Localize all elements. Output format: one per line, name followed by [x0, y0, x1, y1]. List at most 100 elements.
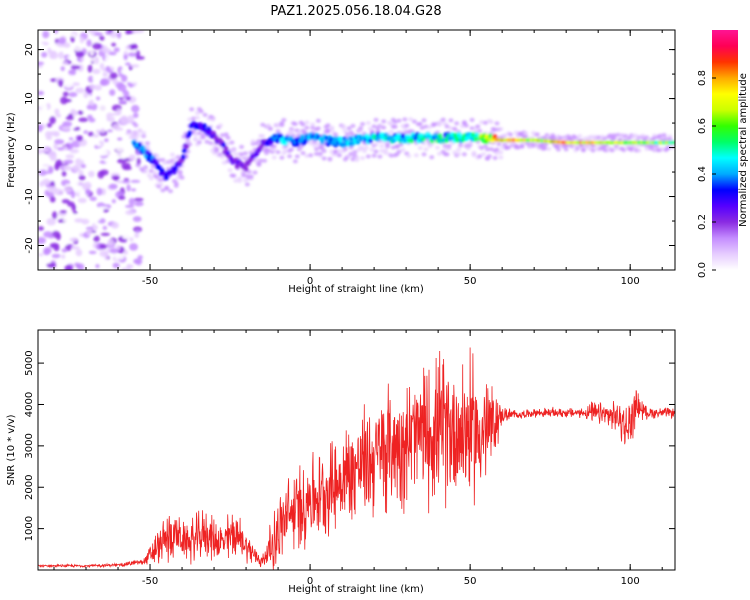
spectrogram-cell — [373, 149, 379, 154]
spectrogram-cell — [492, 127, 498, 132]
spectrogram-cell — [256, 161, 262, 166]
spectrogram-cell — [134, 232, 140, 238]
spectrogram-cell — [242, 151, 248, 156]
spectrogram-cell — [49, 242, 60, 249]
spectrogram-cell — [294, 154, 300, 159]
spectrogram-cell — [62, 218, 69, 222]
spectrogram-ridge-cell — [184, 143, 190, 150]
spectrogram-cell — [239, 144, 245, 149]
spectrogram-cell — [118, 227, 127, 231]
spectrogram-cell — [79, 153, 88, 161]
spectrogram-cell — [87, 75, 94, 83]
spectrogram-cell — [70, 246, 80, 250]
spectrogram-cell — [496, 142, 502, 147]
spectrogram-cell — [125, 46, 132, 50]
spectrogram-cell — [444, 124, 450, 129]
spectrogram-cell — [308, 141, 314, 146]
spectrogram-ridge-cell — [368, 138, 373, 144]
spectrogram-cell — [256, 139, 262, 144]
spectrogram-cell — [577, 134, 583, 139]
spectrogram-cell — [75, 87, 85, 94]
spectrogram-cell — [363, 145, 369, 150]
spectrogram-cell — [296, 130, 302, 135]
spectrogram-cell — [379, 144, 385, 149]
spectrogram-cell — [494, 147, 500, 152]
spectrogram-cell — [219, 133, 225, 138]
spectrogram-cell — [144, 141, 150, 146]
spectrogram-cell — [46, 122, 53, 128]
spectrogram-cell — [95, 129, 101, 134]
spectrogram-cell — [132, 216, 142, 222]
spectrogram-cell — [38, 169, 47, 176]
spectrogram-cell — [271, 144, 277, 149]
spectrogram-cell — [84, 56, 94, 63]
spectrogram-xtick-label: 0 — [307, 276, 313, 287]
spectrogram-cell — [69, 148, 80, 154]
spectrogram-cell — [392, 124, 398, 129]
spectrogram-cell — [325, 123, 331, 128]
spectrogram-cell — [632, 133, 638, 138]
spectrogram-cell — [42, 30, 50, 39]
spectrogram-cell — [546, 146, 552, 151]
spectrogram-cell — [39, 211, 49, 217]
spectrogram-cell — [502, 133, 508, 138]
spectrogram-ridge-cell — [275, 138, 280, 144]
spectrogram-cell — [45, 260, 52, 264]
spectrogram-cell — [61, 61, 69, 65]
spectrogram-cell — [71, 75, 80, 80]
spectrogram-cell — [640, 133, 646, 138]
spectrogram-cell — [117, 73, 125, 77]
spectrogram-cell — [63, 42, 71, 48]
spectrogram-cell — [164, 185, 170, 190]
snr-xtick-label: 0 — [307, 576, 313, 587]
spectrogram-cell — [350, 123, 356, 128]
spectrogram-cell — [128, 52, 137, 58]
spectrogram-cell — [144, 144, 150, 149]
spectrogram-ridge-cell — [259, 143, 265, 149]
spectrogram-cell — [321, 156, 327, 161]
spectrogram-cell — [267, 126, 273, 131]
spectrogram-cell — [192, 132, 198, 137]
spectrogram-cell — [115, 146, 125, 153]
spectrogram-cell — [479, 120, 485, 125]
spectrogram-marks — [38, 30, 675, 270]
spectrogram-cell — [171, 157, 177, 162]
spectrogram-cell — [48, 234, 54, 239]
spectrogram-cell — [38, 109, 44, 115]
spectrogram-cell — [325, 128, 331, 133]
spectrogram-cell — [231, 173, 237, 178]
snr-xtick-label: 100 — [621, 576, 640, 587]
spectrogram-cell — [590, 148, 596, 153]
spectrogram-cell — [107, 69, 114, 74]
spectrogram-cell — [227, 168, 233, 173]
spectrogram-cell — [191, 116, 197, 121]
spectrogram-ridge-cell — [243, 166, 249, 172]
spectrogram-cell — [252, 170, 258, 175]
spectrogram-cell — [109, 248, 119, 254]
spectrogram-cell — [124, 204, 135, 208]
spectrogram-cell — [279, 123, 285, 128]
spectrogram-cell — [402, 117, 408, 122]
spectrogram-cell — [124, 62, 131, 66]
spectrogram-ridge-cell — [347, 135, 353, 142]
spectrogram-cell — [602, 136, 608, 141]
spectrogram-cell — [492, 155, 498, 160]
spectrogram-ridge-cell — [492, 133, 498, 140]
spectrogram-cell — [652, 136, 658, 141]
spectrogram-cell — [43, 256, 50, 261]
spectrogram-cell — [74, 218, 84, 223]
spectrogram-cell — [590, 143, 596, 148]
spectrogram-cell — [92, 42, 102, 50]
spectrogram-cell — [196, 131, 202, 136]
spectrogram-cell — [644, 146, 650, 151]
spectrogram-cell — [58, 37, 67, 45]
spectrogram-cell — [127, 56, 136, 61]
spectrogram-ridge-cell — [182, 148, 187, 154]
spectrogram-cell — [494, 151, 500, 156]
spectrogram-cell — [348, 151, 354, 156]
spectrogram-cell — [225, 135, 231, 140]
spectrogram-cell — [47, 165, 54, 174]
spectrogram-cell — [68, 137, 74, 141]
spectrogram-cell — [109, 51, 117, 56]
snr-xtick-label: 50 — [464, 576, 477, 587]
